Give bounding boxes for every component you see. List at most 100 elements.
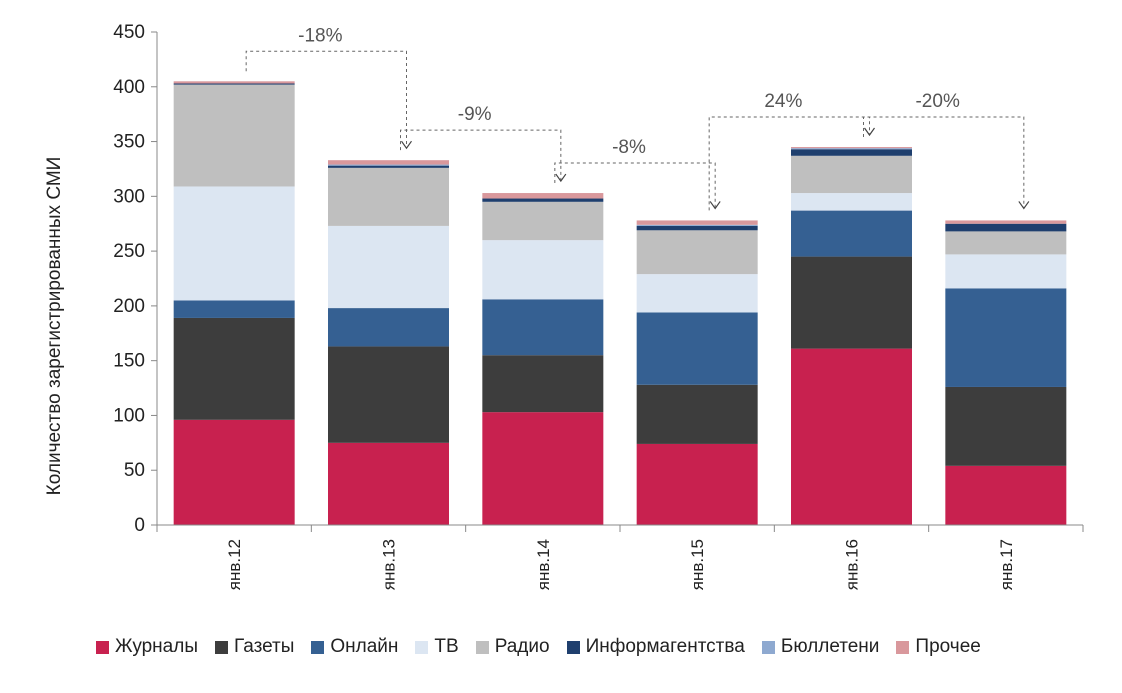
bar-segment	[482, 201, 604, 241]
legend-label: ТВ	[434, 636, 459, 657]
bar-segment	[791, 193, 912, 211]
y-tick-label: 150	[113, 351, 145, 372]
bar-segment	[945, 231, 1067, 255]
legend-label: Информагентства	[585, 636, 745, 657]
bar-segment	[636, 443, 758, 525]
bar-segment	[636, 224, 758, 226]
y-tick-label: 400	[113, 77, 145, 98]
legend-label: Газеты	[234, 636, 295, 657]
legend-swatch	[566, 640, 580, 654]
legend-item: Онлайн	[311, 636, 398, 658]
bar-segment	[791, 147, 912, 149]
x-tick-label: янв.14	[534, 539, 553, 590]
bar-segment	[945, 220, 1067, 224]
change-arrowhead	[709, 201, 721, 210]
bar-segment	[482, 412, 604, 525]
bar-segment	[328, 308, 449, 347]
change-label: -20%	[915, 91, 959, 112]
bar-segment	[482, 355, 604, 413]
change-arrowhead	[864, 127, 875, 137]
y-tick-label: 0	[134, 515, 145, 536]
legend-swatch	[415, 640, 429, 654]
x-tick-label: янв.15	[688, 539, 707, 590]
bar-segment	[482, 193, 604, 199]
x-tick-label: янв.16	[843, 539, 862, 590]
legend-item: ТВ	[415, 636, 459, 658]
change-label: -8%	[612, 137, 646, 158]
x-tick-label: янв.12	[225, 539, 244, 590]
bar-segment	[328, 225, 449, 309]
bar-segment	[173, 84, 295, 187]
bar-segment	[791, 256, 912, 349]
change-label: -18%	[298, 25, 342, 46]
x-tick-label: янв.13	[380, 539, 399, 590]
change-label: 24%	[764, 91, 802, 112]
legend-item: Журналы	[96, 636, 198, 658]
bar-segment	[173, 83, 295, 85]
change-arrowhead	[555, 173, 567, 183]
change-arrowhead	[401, 140, 412, 150]
legend: Журналы Газеты Онлайн ТВ Радио Информагентств…	[96, 636, 998, 658]
bar-segment	[482, 299, 604, 356]
legend-swatch	[761, 640, 775, 654]
bar-segment	[328, 442, 449, 525]
bar-segment	[482, 198, 604, 202]
legend-swatch	[475, 640, 489, 654]
legend-item: Радио	[475, 636, 550, 658]
bar-segment	[945, 254, 1067, 289]
legend-swatch	[96, 640, 109, 654]
bar-segment	[791, 348, 912, 525]
bar-segment	[636, 220, 758, 225]
bar-segment	[791, 210, 912, 257]
y-tick-label: 350	[113, 132, 145, 153]
y-tick-label: 250	[113, 241, 145, 262]
bar-segment	[328, 346, 449, 443]
legend-swatch	[215, 640, 228, 654]
legend-item: Бюллетени	[761, 636, 880, 658]
change-label: -9%	[458, 104, 492, 125]
bar-segment	[636, 384, 758, 444]
legend-label: Онлайн	[330, 636, 399, 657]
legend-label: Радио	[494, 636, 550, 657]
bar-segment	[791, 155, 912, 194]
legend-label: Прочее	[915, 636, 981, 657]
bar-segment	[173, 419, 295, 525]
y-tick-label: 200	[113, 296, 145, 317]
bar-segment	[173, 317, 295, 420]
legend-item: Информагентства	[566, 636, 745, 658]
bar-segment	[791, 149, 912, 156]
y-tick-label: 450	[113, 22, 145, 43]
bar-segment	[945, 288, 1067, 387]
y-tick-label: 50	[124, 460, 145, 481]
change-arrow	[245, 50, 407, 149]
bar-segment	[636, 230, 758, 275]
bar-segment	[636, 312, 758, 385]
bar-segment	[328, 160, 449, 165]
legend-item: Газеты	[215, 636, 294, 658]
bar-segment	[173, 300, 295, 318]
bar-segment	[328, 164, 449, 166]
bar-segment	[636, 225, 758, 231]
bar-segment	[791, 148, 912, 150]
bar-segment	[945, 386, 1067, 466]
legend-swatch	[896, 640, 910, 654]
y-tick-label: 300	[113, 186, 145, 207]
bar-segment	[945, 223, 1067, 232]
bar-segment	[173, 186, 295, 301]
bar-segment	[636, 274, 758, 313]
bar-segment	[945, 465, 1067, 525]
change-arrow	[400, 129, 562, 182]
bar-segment	[328, 167, 449, 226]
y-tick-label: 100	[113, 405, 145, 426]
legend-swatch	[311, 640, 325, 654]
change-arrowhead	[1018, 201, 1030, 210]
bar-segment	[482, 240, 604, 300]
y-axis-label: Количество зарегистрированных СМИ	[44, 157, 65, 496]
bar-segment	[328, 165, 449, 168]
legend-item: Прочее	[896, 636, 981, 658]
bar-segment	[173, 81, 295, 84]
legend-label: Бюллетени	[780, 636, 880, 657]
x-tick-label: янв.17	[997, 539, 1016, 590]
legend-label: Журналы	[115, 636, 198, 657]
